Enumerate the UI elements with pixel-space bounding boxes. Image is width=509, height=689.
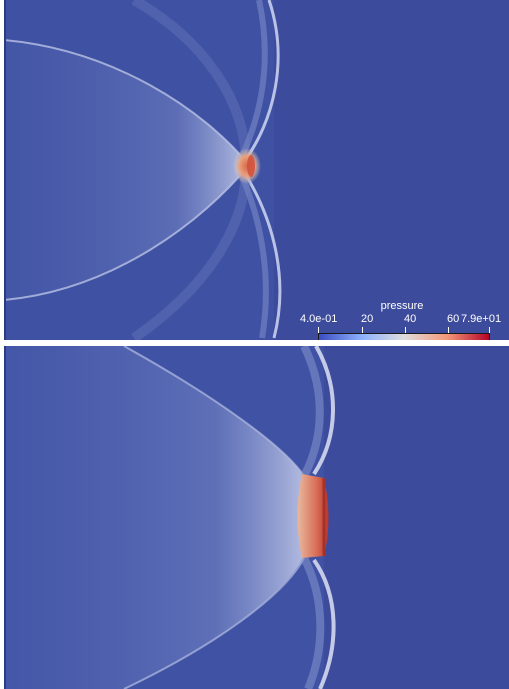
colorbar-label-40: 40 [404,313,417,325]
upper-fan [131,0,251,161]
colorbar-tick-60 [448,327,449,333]
colorbar-tick-20 [362,327,363,333]
colorbar-title: pressure [380,300,424,312]
reflected-wave-lower [312,558,336,689]
colorbar-labels: 4.0e-01 20 40 60 7.9e+01 [298,313,506,325]
shock-lens [4,346,304,689]
pressure-colorbar: pressure 4.0e-01 20 40 60 7.9e+01 [298,300,506,340]
colorbar-label-min: 4.0e-01 [300,313,338,325]
reflected-wave-upper-inner [237,0,268,162]
colorbar-label-60: 60 [447,313,460,325]
shock-lens [4,40,249,300]
pressure-field-top: pressure 4.0e-01 20 40 60 7.9e+01 [4,0,509,340]
pressure-field-top-render [4,0,509,340]
pressure-field-bottom-render [4,346,509,689]
colorbar-tick-40 [405,327,406,333]
colorbar-label-max: 7.9e+01 [461,313,502,325]
reflected-wave-lower [242,171,282,339]
upper-shock-front [123,346,305,477]
colorbar-label-20: 20 [361,313,374,325]
reflected-wave-lower-inner [300,556,325,689]
colorbar-tick-max [489,327,490,333]
colorbar-tick-min [318,327,319,333]
lower-fan [131,171,251,340]
reflected-wave-upper-inner [300,346,324,478]
pressure-field-bottom [4,346,509,689]
lower-shock-front [123,557,305,689]
reflected-wave-upper [312,346,335,476]
reflected-wave-lower-inner [237,170,269,339]
colorbar-gradient [318,333,490,340]
high-pressure-region [297,474,329,558]
high-pressure-core [247,155,255,177]
reflected-wave-upper [242,0,280,163]
